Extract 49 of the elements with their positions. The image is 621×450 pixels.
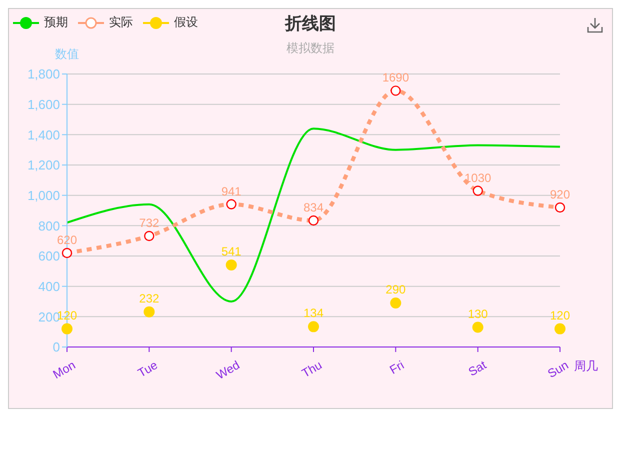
data-label: 541 [221,244,242,258]
data-label: 941 [221,184,242,198]
point [472,186,483,196]
data-label: 120 [550,308,570,322]
y-tick-label: 1,600 [27,96,60,112]
point [308,321,319,332]
point [308,215,319,226]
point [144,306,155,318]
point [472,322,484,333]
y-tick-label: 1,400 [27,127,60,142]
point [390,298,402,309]
data-label: 1030 [464,170,492,185]
point [390,86,401,96]
legend-label: 假设 [174,14,198,31]
x-tick-label: Mon [50,358,78,382]
data-label: 920 [550,187,570,202]
y-axis-title: 数值 [54,46,80,63]
x-tick-label: Sun [545,358,571,381]
data-label: 232 [139,291,160,306]
x-tick-label: Tue [135,358,160,380]
data-label: 134 [303,306,324,320]
point [226,259,237,270]
data-label: 1690 [382,70,410,85]
y-tick-label: 1,200 [27,158,60,173]
x-tick-label: Sat [466,358,490,379]
data-label: 834 [303,200,324,215]
x-tick-label: Thu [299,358,324,380]
y-tick-label: 800 [38,218,60,234]
point [144,230,154,242]
y-tick-label: 1,800 [27,66,60,82]
data-label: 732 [139,216,160,230]
chart-subtitle: 模拟数据 [286,41,334,55]
point [226,199,236,210]
point [62,323,72,334]
legend-label: 预期 [44,14,68,31]
x-axis-title: 周几 [574,358,598,375]
point [62,248,72,258]
point [554,202,566,213]
y-tick-label: 0 [52,340,60,355]
data-label: 290 [386,282,406,297]
data-label: 130 [468,306,488,321]
point [554,323,566,334]
y-tick-label: 1,000 [27,188,60,203]
y-tick-label: 600 [38,248,60,264]
chart-title: 折线图 [285,14,336,33]
y-tick-label: 400 [38,278,60,294]
x-tick-label: Fri [387,358,406,377]
legend-label: 实际 [109,14,133,31]
x-tick-label: Wed [214,358,242,382]
